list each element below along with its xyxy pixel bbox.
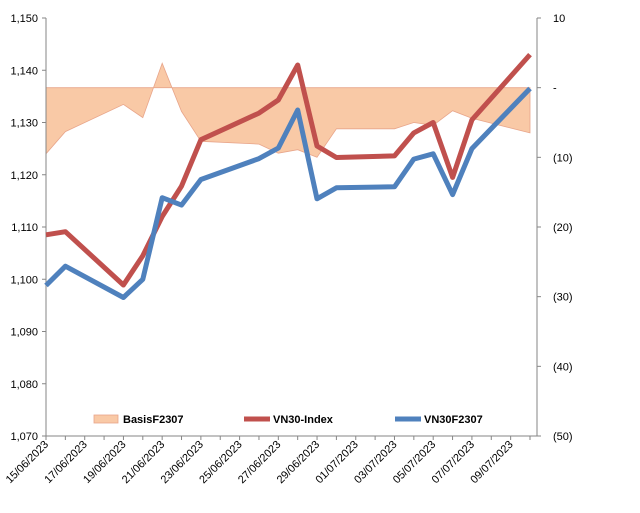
legend: BasisF2307 VN30-Index VN30F2307: [93, 414, 483, 426]
right-tick-label: (20): [553, 222, 573, 234]
right-tick-label: -: [553, 83, 557, 95]
left-tick-label: 1,120: [10, 170, 38, 182]
area-layer: [45, 62, 531, 158]
legend-basis-label: BasisF2307: [123, 414, 184, 426]
left-tick-label: 1,100: [10, 274, 38, 286]
left-tick-label: 1,150: [10, 13, 38, 25]
left-tick-label: 1,080: [10, 379, 38, 391]
left-tick-label: 1,110: [11, 222, 38, 234]
legend-basis-swatch: [93, 414, 119, 424]
right-tick-label: (10): [553, 152, 573, 164]
series-line-vn30-index: [45, 52, 532, 288]
left-tick-label: 1,130: [10, 118, 38, 130]
legend-vn30f2307-label: VN30F2307: [424, 414, 483, 426]
right-tick-label: 10: [553, 13, 565, 25]
left-tick-label: 1,070: [10, 431, 38, 443]
legend-vn30-index-label: VN30-Index: [273, 414, 334, 426]
left-tick-label: 1,090: [10, 327, 38, 339]
left-tick-label: 1,140: [10, 65, 38, 77]
right-tick-label: (40): [553, 361, 573, 373]
right-tick-label: (50): [553, 431, 573, 443]
series-line-vn30f2307: [44, 86, 532, 300]
line-layer: [44, 52, 532, 300]
right-tick-label: (30): [553, 292, 573, 304]
series-area-basis: [45, 62, 531, 158]
